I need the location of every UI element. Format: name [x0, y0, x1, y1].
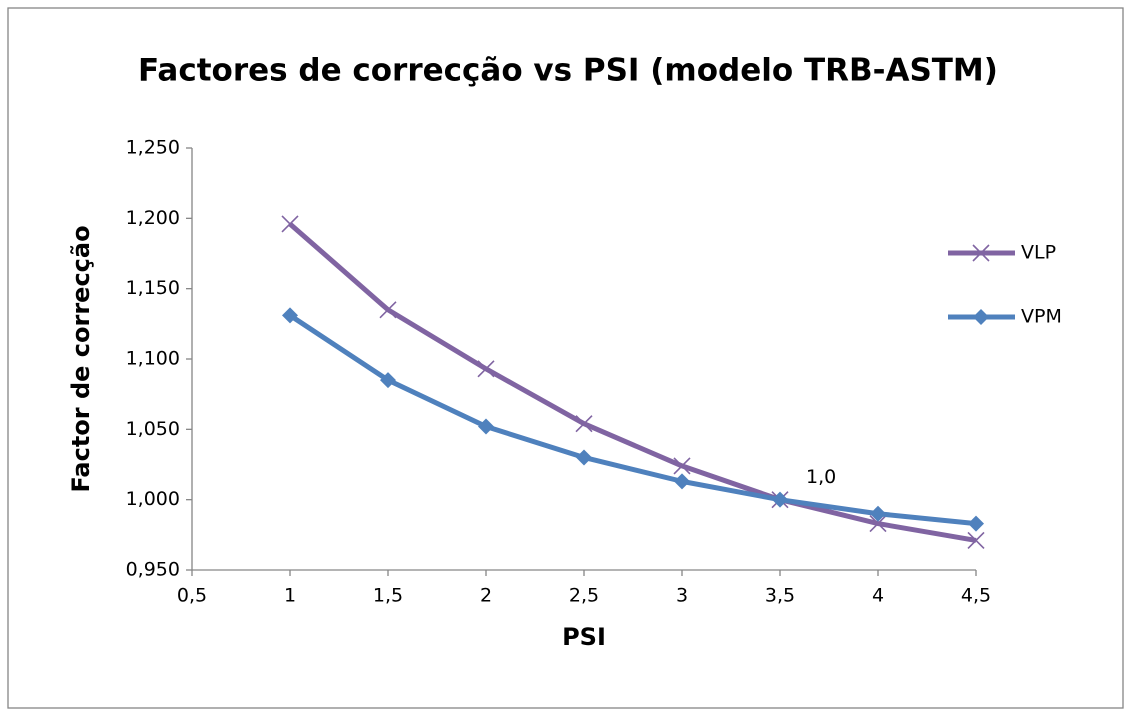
data-point [576, 449, 592, 466]
y-tick-label: 1,100 [126, 348, 180, 370]
x-tick-label: 3,5 [765, 585, 795, 607]
data-point [772, 491, 788, 508]
x-tick-label: 2,5 [569, 585, 599, 607]
y-tick-label: 0,950 [126, 559, 180, 581]
legend-label: VPM [1021, 306, 1062, 328]
data-point [870, 505, 886, 522]
x-tick-label: 1,5 [373, 585, 403, 607]
annotation: 1,0 [806, 466, 836, 488]
x-tick-label: 4,5 [961, 585, 991, 607]
data-point [477, 360, 495, 378]
data-point [379, 301, 397, 319]
chart-title: Factores de correcção vs PSI (modelo TRB… [138, 53, 998, 89]
legend-label: VLP [1021, 242, 1056, 264]
y-tick-label: 1,050 [126, 418, 180, 440]
y-tick-label: 1,250 [126, 137, 180, 159]
x-tick-label: 0,5 [177, 585, 207, 607]
y-tick-label: 1,000 [126, 488, 180, 510]
data-point [967, 531, 985, 550]
y-tick-label: 1,200 [126, 207, 180, 229]
data-point [973, 309, 989, 325]
x-tick-label: 1 [284, 585, 296, 607]
data-point [673, 457, 691, 475]
data-point [281, 215, 299, 233]
x-tick-label: 3 [676, 585, 688, 607]
y-tick-label: 1,150 [126, 277, 180, 299]
x-tick-label: 4 [872, 585, 884, 607]
chart-frame [7, 7, 1124, 709]
x-axis-label: PSI [562, 623, 606, 651]
data-point [575, 415, 593, 433]
series-line [288, 222, 977, 543]
data-point [478, 418, 494, 435]
data-point [869, 515, 887, 533]
data-point [972, 244, 990, 262]
y-axis-label: Factor de correcção [67, 225, 95, 492]
data-point [968, 515, 984, 532]
x-tick-label: 2 [480, 585, 492, 607]
data-point [674, 473, 690, 490]
data-point [380, 372, 396, 389]
series-line [288, 313, 977, 527]
data-point [282, 307, 298, 324]
